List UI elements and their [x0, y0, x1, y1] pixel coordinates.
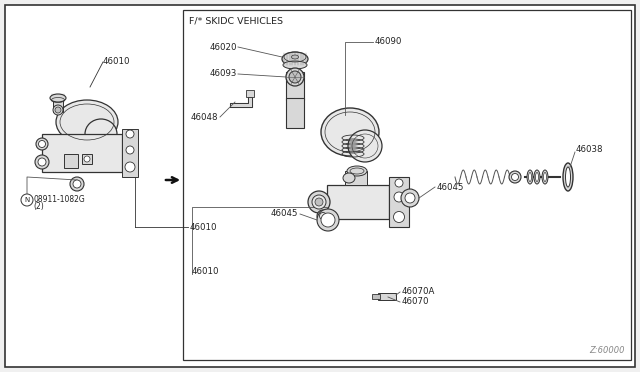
- Bar: [53, 100, 63, 112]
- Bar: [345, 171, 367, 185]
- Ellipse shape: [529, 173, 531, 182]
- Ellipse shape: [73, 180, 81, 188]
- Ellipse shape: [534, 170, 540, 184]
- Ellipse shape: [50, 94, 66, 102]
- Text: 08911-1082G: 08911-1082G: [33, 196, 84, 205]
- Bar: [82, 154, 92, 164]
- Ellipse shape: [38, 141, 45, 148]
- Ellipse shape: [405, 193, 415, 203]
- Ellipse shape: [536, 173, 538, 182]
- Ellipse shape: [543, 173, 547, 182]
- Text: N: N: [24, 197, 29, 203]
- Circle shape: [126, 146, 134, 154]
- Circle shape: [395, 179, 403, 187]
- Bar: [286, 98, 304, 128]
- Text: 46045: 46045: [271, 209, 298, 218]
- Circle shape: [126, 130, 134, 138]
- Text: (2): (2): [33, 202, 44, 212]
- Ellipse shape: [509, 171, 521, 183]
- Ellipse shape: [53, 105, 63, 115]
- Bar: [122, 129, 138, 177]
- Polygon shape: [230, 97, 252, 107]
- Text: 46090: 46090: [375, 38, 403, 46]
- Bar: [378, 293, 396, 300]
- Ellipse shape: [348, 130, 382, 162]
- Ellipse shape: [312, 195, 326, 209]
- Ellipse shape: [286, 68, 304, 86]
- Bar: [389, 177, 409, 227]
- Ellipse shape: [347, 166, 367, 176]
- Ellipse shape: [563, 163, 573, 191]
- Ellipse shape: [542, 170, 548, 184]
- Circle shape: [394, 212, 404, 222]
- Ellipse shape: [308, 191, 330, 213]
- Ellipse shape: [56, 100, 118, 144]
- Ellipse shape: [317, 210, 329, 222]
- Ellipse shape: [315, 198, 323, 206]
- Ellipse shape: [401, 189, 419, 207]
- Text: Z:60000: Z:60000: [589, 346, 625, 355]
- Ellipse shape: [317, 209, 339, 231]
- Ellipse shape: [566, 167, 570, 187]
- Text: F/* SKIDC VEHICLES: F/* SKIDC VEHICLES: [189, 16, 283, 25]
- Ellipse shape: [36, 138, 48, 150]
- Ellipse shape: [511, 173, 518, 180]
- Ellipse shape: [55, 107, 61, 113]
- Text: 46010: 46010: [103, 58, 131, 67]
- Text: 46070A: 46070A: [402, 288, 435, 296]
- Ellipse shape: [289, 71, 301, 83]
- Bar: [372, 294, 380, 299]
- Ellipse shape: [84, 156, 90, 162]
- Text: 46038: 46038: [576, 145, 604, 154]
- Text: 46010: 46010: [190, 222, 218, 231]
- Circle shape: [394, 192, 404, 202]
- Ellipse shape: [282, 52, 308, 66]
- Text: 46045: 46045: [437, 183, 465, 192]
- Text: 46093: 46093: [210, 70, 237, 78]
- Circle shape: [125, 162, 135, 172]
- Bar: [64, 154, 78, 168]
- Text: 46070: 46070: [402, 298, 429, 307]
- Text: 46048: 46048: [191, 112, 218, 122]
- Ellipse shape: [343, 173, 355, 183]
- Ellipse shape: [321, 213, 335, 227]
- Bar: [246, 90, 254, 97]
- Ellipse shape: [85, 119, 117, 149]
- Ellipse shape: [70, 177, 84, 191]
- Ellipse shape: [283, 61, 307, 69]
- Ellipse shape: [38, 158, 46, 166]
- Ellipse shape: [319, 212, 326, 219]
- Text: 46010: 46010: [192, 267, 220, 276]
- Bar: [286, 72, 304, 100]
- Text: 46020: 46020: [209, 42, 237, 51]
- Circle shape: [21, 194, 33, 206]
- Bar: [327, 185, 389, 219]
- Ellipse shape: [35, 155, 49, 169]
- Bar: [42, 134, 122, 172]
- Bar: [183, 10, 631, 360]
- Ellipse shape: [291, 55, 298, 59]
- Ellipse shape: [527, 170, 533, 184]
- Ellipse shape: [321, 108, 379, 156]
